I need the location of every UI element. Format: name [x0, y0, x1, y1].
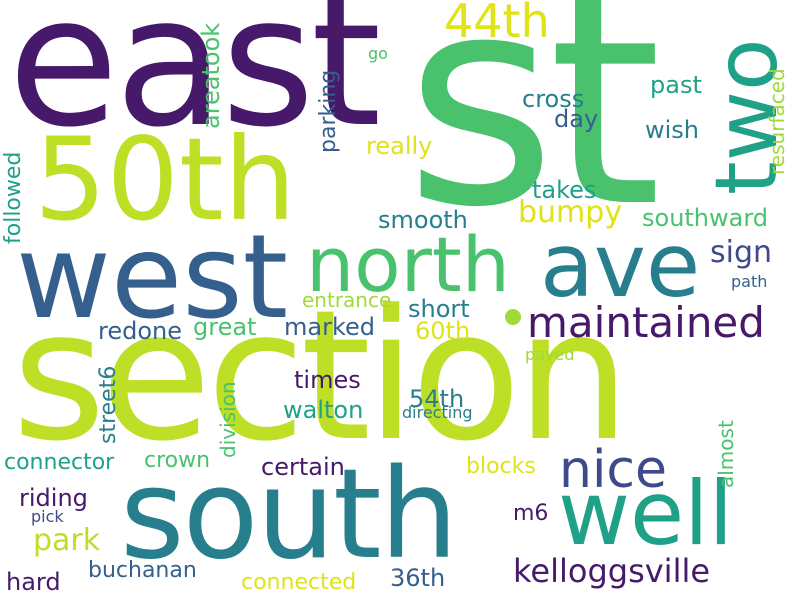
word-54th: 54th — [409, 385, 465, 413]
word-connected: connected — [241, 570, 357, 595]
word-almost: almost — [714, 420, 738, 488]
word-wish: wish — [645, 116, 700, 144]
word-hard: hard — [6, 568, 61, 596]
word-areatook: areatook — [197, 22, 225, 129]
word-m6: m6 — [513, 501, 549, 526]
word-walton: walton — [283, 396, 364, 424]
word-sign: sign — [710, 235, 773, 270]
word-pick: pick — [31, 507, 64, 526]
word-kelloggsville: kelloggsville — [513, 552, 711, 590]
word-past: past — [650, 71, 702, 99]
word-takes: takes — [532, 176, 597, 204]
word-smooth: smooth — [378, 206, 468, 234]
word-blocks: blocks — [466, 454, 536, 479]
word-parking: parking — [316, 69, 341, 153]
word-great: great — [193, 313, 257, 341]
word-division: division — [216, 381, 240, 458]
word-buchanan: buchanan — [88, 558, 197, 583]
word-short: short — [408, 295, 470, 323]
word-ave: ave — [540, 214, 701, 317]
word-cross: cross — [522, 85, 585, 113]
word-redone: redone — [98, 317, 182, 345]
word-north: north — [306, 220, 510, 309]
word-entrance: entrance — [302, 288, 392, 312]
word-maintained: maintained — [527, 298, 765, 347]
word-36th: 36th — [390, 564, 446, 592]
word-bumpy: bumpy — [518, 195, 623, 230]
word-path: path — [731, 272, 768, 291]
word-certain: certain — [261, 453, 345, 481]
word-crown: crown — [144, 448, 211, 473]
word-south: south — [120, 443, 458, 587]
word-marked: marked — [284, 313, 375, 341]
word-day: day — [554, 105, 599, 133]
word-50th: 50th — [34, 113, 297, 246]
word-44th: 44th — [444, 0, 550, 48]
word-west: west — [16, 210, 289, 345]
word-park: park — [33, 523, 101, 558]
word-riding: riding — [19, 484, 88, 512]
word-southward: southward — [642, 204, 769, 232]
word-60th: 60th — [415, 317, 471, 345]
word-east: east — [8, 0, 381, 167]
word-connector: connector — [4, 450, 115, 475]
word-resurfaced: resurfaced — [765, 68, 789, 175]
word-well: well — [558, 462, 734, 565]
word-nice: nice — [559, 440, 667, 500]
word-directing: directing — [402, 403, 473, 422]
dot-mark — [505, 309, 521, 325]
word-really: really — [366, 132, 433, 160]
word-section: section — [12, 272, 630, 481]
word-paved: paved — [525, 345, 575, 364]
word-st: st — [405, 0, 662, 271]
word-followed: followed — [1, 151, 26, 244]
word-times: times — [294, 366, 361, 394]
word-go: go — [368, 44, 388, 63]
word-street6: street6 — [96, 365, 121, 444]
